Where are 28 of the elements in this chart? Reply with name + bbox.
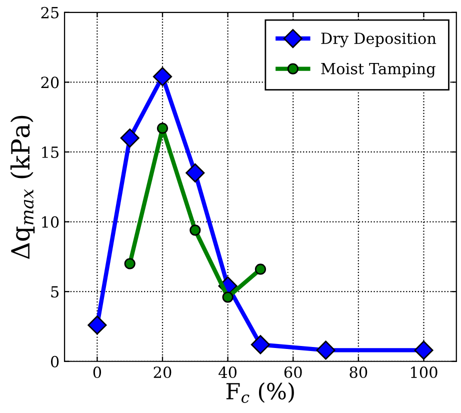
point — [120, 128, 140, 148]
x-tick-label: 40 — [218, 366, 237, 378]
point — [88, 316, 107, 335]
point — [190, 224, 201, 236]
point — [124, 258, 136, 270]
point — [316, 340, 336, 360]
point — [152, 67, 172, 86]
legend-label: Dry Deposition — [321, 32, 436, 48]
point — [222, 292, 234, 303]
x-tick-label: 20 — [154, 366, 172, 378]
y-tick-label: 20 — [41, 76, 59, 88]
y-tick-label: 0 — [50, 356, 59, 368]
x-tick-label: 60 — [284, 366, 302, 378]
x-tick-label: 100 — [411, 366, 438, 378]
point — [414, 340, 434, 360]
point — [156, 122, 168, 134]
y-tick-label: 25 — [41, 6, 58, 18]
point — [250, 335, 270, 354]
y-axis-title: Δq$_{max}$ (kPa) — [10, 116, 35, 260]
point — [186, 163, 205, 182]
x-tick-label: 80 — [350, 366, 368, 378]
y-tick-label: 10 — [42, 216, 59, 228]
y-tick-label: 5 — [51, 286, 58, 298]
x-tick-label: 0 — [93, 366, 102, 378]
x-axis-title: F$_{c}$ (%) — [226, 382, 294, 403]
legend-label: Moist Tamping — [321, 62, 436, 78]
y-tick-label: 15 — [42, 146, 58, 158]
point — [254, 264, 266, 275]
